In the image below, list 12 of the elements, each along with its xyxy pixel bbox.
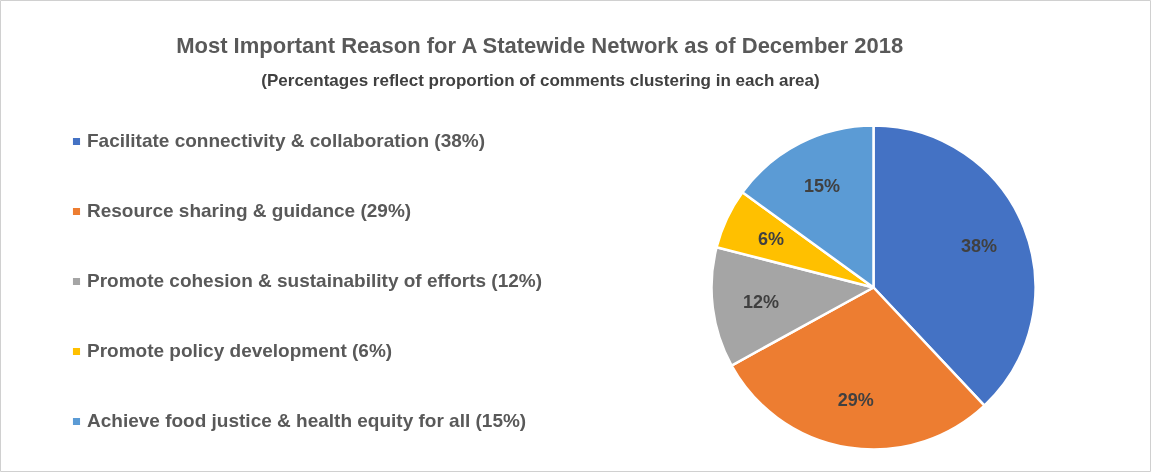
- data-label: 38%: [960, 235, 997, 256]
- legend-label: Promote policy development (6%): [87, 340, 393, 362]
- legend-label: Promote cohesion & sustainability of efforts (12%): [87, 270, 543, 292]
- data-label: 29%: [837, 389, 874, 410]
- legend-label: Achieve food justice & health equity for all (15%): [87, 410, 527, 432]
- chart-subtitle: (Percentages reflect proportion of comments clustering in each area): [261, 71, 820, 90]
- data-label: 6%: [757, 229, 784, 250]
- chart-title: Most Important Reason for A Statewide Network as of December 2018: [176, 33, 904, 58]
- legend-label: Facilitate connectivity & collaboration (38%): [87, 130, 486, 152]
- data-label: 15%: [804, 176, 841, 197]
- data-label: 12%: [742, 291, 780, 312]
- legend-label: Resource sharing & guidance (29%): [87, 200, 412, 222]
